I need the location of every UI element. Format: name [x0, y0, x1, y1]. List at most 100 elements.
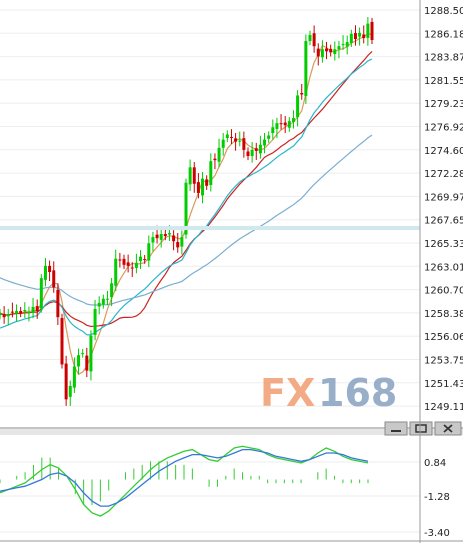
candle-body	[19, 311, 23, 314]
candle-body	[221, 139, 225, 148]
candle-body	[39, 278, 43, 309]
candle-body	[6, 314, 10, 317]
candle-body	[93, 308, 97, 335]
window-controls	[384, 421, 462, 436]
candle-body	[291, 118, 295, 122]
candle-body	[15, 311, 19, 314]
candle-body	[143, 259, 147, 261]
candle-body	[126, 262, 130, 266]
price-tick-label: 1260.70	[424, 286, 463, 297]
price-tick-label: 1267.65	[424, 216, 463, 227]
candle-body	[48, 265, 52, 273]
candle-body	[304, 41, 308, 97]
candle-body	[337, 46, 341, 50]
candle-body	[345, 42, 349, 47]
price-tick-label: 1288.50	[424, 6, 463, 17]
candle-body	[267, 135, 271, 139]
restore-button[interactable]	[409, 421, 433, 436]
candle-body	[254, 148, 258, 151]
candle-body	[217, 147, 221, 162]
candle-body	[163, 234, 167, 237]
candle-body	[35, 306, 39, 312]
candle-body	[275, 123, 279, 129]
candle-body	[172, 235, 176, 242]
candle-body	[188, 167, 192, 185]
candle-body	[110, 283, 114, 298]
price-tick-label: 1279.23	[424, 99, 463, 110]
price-tick-label: 1276.92	[424, 123, 463, 134]
candle-body	[101, 298, 105, 305]
price-tick-label: 1283.87	[424, 53, 463, 64]
candle-body	[130, 267, 134, 269]
macd-line	[0, 445, 369, 517]
candle-body	[279, 123, 283, 125]
candle-body	[213, 158, 217, 161]
price-tick-label: 1251.43	[424, 379, 463, 390]
candle-body	[341, 44, 345, 46]
minimize-button[interactable]	[384, 421, 408, 436]
candle-body	[72, 366, 76, 388]
panel-separator-bar	[0, 429, 463, 435]
candle-body	[2, 313, 6, 318]
minimize-icon	[391, 430, 401, 432]
candle-body	[77, 355, 81, 367]
sub-tick-label: -3.40	[424, 528, 450, 539]
macd-lines	[0, 445, 369, 517]
price-tick-label: 1272.28	[424, 169, 463, 180]
candle-body	[238, 140, 242, 142]
candle-body	[229, 136, 233, 138]
candle-body	[147, 243, 151, 261]
candle-body	[196, 182, 200, 193]
candle-body	[362, 34, 366, 38]
candle-body	[64, 363, 68, 400]
price-tick-label: 1249.11	[424, 402, 463, 413]
candle-body	[81, 353, 85, 355]
candle-body	[250, 149, 254, 157]
candle-body	[167, 233, 171, 235]
candle-body	[246, 151, 250, 157]
candle-body	[56, 289, 60, 318]
price-tick-label: 1265.33	[424, 239, 463, 250]
candle-body	[329, 48, 333, 53]
candle-body	[105, 298, 109, 300]
candle-body	[296, 95, 300, 118]
candle-body	[180, 237, 184, 247]
candle-body	[60, 318, 64, 365]
moving-average-line	[0, 58, 373, 336]
candle-body	[320, 49, 324, 58]
candle-body	[234, 138, 238, 142]
candle-body	[308, 34, 312, 42]
candle-body	[52, 270, 56, 288]
price-tick-label: 1253.75	[424, 356, 463, 367]
candle-body	[263, 139, 267, 146]
candle-body	[31, 306, 35, 313]
candle-body	[151, 237, 155, 243]
candle-body	[97, 302, 101, 307]
candle-body	[27, 312, 31, 314]
moving-average-lines	[0, 32, 373, 376]
candle-body	[349, 33, 353, 43]
candle-body	[134, 262, 138, 268]
logo-168: 168	[318, 371, 397, 415]
candle-body	[370, 21, 374, 41]
candle-body	[225, 134, 229, 138]
candle-body	[271, 127, 275, 134]
candle-body	[325, 48, 329, 52]
main-grid	[0, 9, 420, 407]
price-tick-label: 1269.97	[424, 192, 463, 203]
logo-fx: FX	[260, 371, 315, 415]
candle-body	[333, 49, 337, 54]
candle-body	[366, 23, 370, 38]
candle-body	[283, 122, 287, 126]
sub-tick-label: 0.84	[424, 458, 446, 469]
candle-body	[312, 33, 316, 47]
moving-average-line	[0, 134, 373, 306]
price-tick-label: 1258.38	[424, 309, 463, 320]
candle-body	[176, 242, 180, 248]
restore-icon	[415, 424, 427, 433]
candle-body	[358, 32, 362, 37]
candle-body	[10, 311, 14, 313]
close-button[interactable]	[434, 421, 462, 436]
candle-body	[184, 182, 188, 235]
